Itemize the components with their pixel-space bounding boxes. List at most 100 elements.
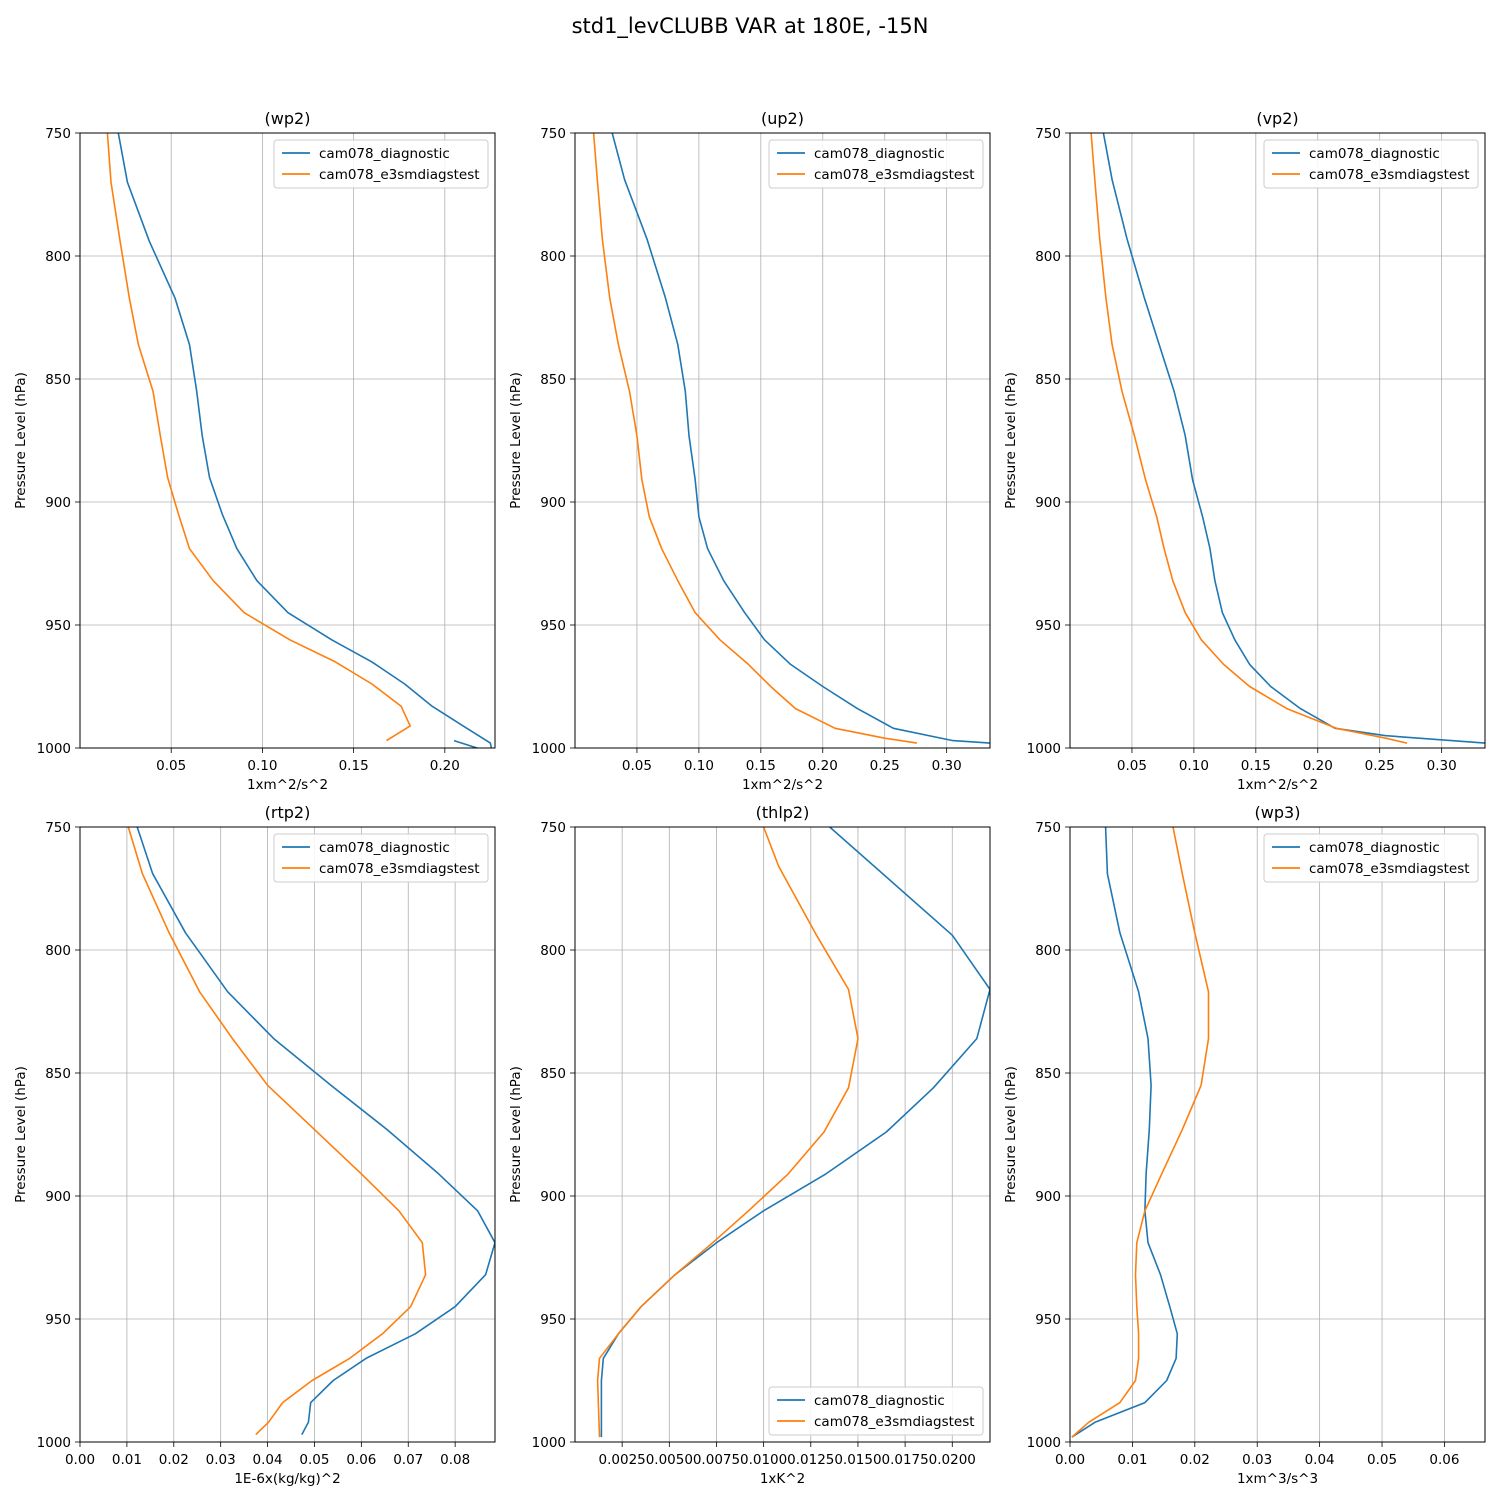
y-tick-label: 1000 bbox=[1027, 741, 1061, 757]
legend-label: cam078_e3smdiagstest bbox=[1309, 167, 1470, 183]
legend-label: cam078_diagnostic bbox=[814, 146, 945, 162]
series-line-cam078_diagnostic bbox=[1102, 133, 1485, 744]
y-tick-label: 850 bbox=[45, 372, 71, 388]
subplot-title: (wp3) bbox=[1255, 803, 1301, 822]
x-tick-label: 0.10 bbox=[247, 758, 277, 774]
axes-frame bbox=[1069, 132, 1486, 749]
legend-label: cam078_diagnostic bbox=[319, 840, 450, 856]
y-tick-label: 900 bbox=[540, 495, 566, 511]
legend-label: cam078_diagnostic bbox=[1309, 146, 1440, 162]
subplot-0: 0.05 0.10 0.15 0.20 750 800 850 900 950 1000 (wp2)… bbox=[13, 109, 496, 793]
x-tick-label: 0.0075 bbox=[693, 1452, 740, 1468]
x-tick-label: 0.06 bbox=[346, 1452, 376, 1468]
series-line-cam078_e3smdiagstest bbox=[106, 133, 412, 742]
legend-box bbox=[1263, 833, 1479, 883]
x-tick-label: 0.05 bbox=[1117, 758, 1147, 774]
series-line-cam078_diagnostic bbox=[136, 827, 495, 1435]
series-line-cam078_diagnostic bbox=[1071, 827, 1179, 1438]
legend: cam078_diagnostic cam078_e3smdiagstest bbox=[1263, 833, 1479, 883]
x-axis-label: 1xm^3/s^3 bbox=[1237, 1471, 1318, 1487]
x-tick-label: 0.25 bbox=[870, 758, 900, 774]
axes-frame bbox=[574, 132, 991, 749]
y-axis-label: Pressure Level (hPa) bbox=[508, 1066, 524, 1203]
x-tick-label: 0.10 bbox=[684, 758, 714, 774]
legend-label: cam078_e3smdiagstest bbox=[814, 167, 975, 183]
legend-label: cam078_diagnostic bbox=[1309, 840, 1440, 856]
x-tick-label: 0.04 bbox=[1305, 1452, 1335, 1468]
subplot-5: 0.00 0.01 0.02 0.03 0.04 0.05 0.06 750 800 850 900… bbox=[1003, 803, 1486, 1487]
y-tick-label: 850 bbox=[1035, 372, 1061, 388]
legend-label: cam078_e3smdiagstest bbox=[814, 1414, 975, 1430]
figure-title: std1_levCLUBB VAR at 180E, -15N bbox=[571, 14, 929, 38]
y-tick-label: 900 bbox=[45, 1189, 71, 1205]
series-line-cam078_e3smdiagstest bbox=[1090, 133, 1408, 744]
axes-frame bbox=[1069, 826, 1486, 1443]
y-tick-label: 750 bbox=[1035, 126, 1061, 142]
legend: cam078_diagnostic cam078_e3smdiagstest bbox=[1263, 139, 1479, 189]
x-tick-label: 0.00 bbox=[1055, 1452, 1085, 1468]
x-tick-label: 0.08 bbox=[440, 1452, 470, 1468]
series-line-cam078_e3smdiagstest bbox=[1071, 827, 1210, 1438]
x-tick-label: 0.00 bbox=[65, 1452, 95, 1468]
x-tick-label: 0.07 bbox=[393, 1452, 423, 1468]
y-tick-label: 1000 bbox=[532, 1435, 566, 1451]
x-tick-label: 0.20 bbox=[1303, 758, 1333, 774]
y-tick-label: 850 bbox=[540, 372, 566, 388]
x-tick-label: 0.03 bbox=[206, 1452, 236, 1468]
series-line-cam078_diagnostic bbox=[611, 133, 990, 744]
legend-box bbox=[1263, 139, 1479, 189]
axes-frame bbox=[79, 132, 496, 749]
y-tick-label: 1000 bbox=[37, 741, 71, 757]
y-tick-label: 800 bbox=[1035, 249, 1061, 265]
x-axis-label: 1xm^2/s^2 bbox=[247, 777, 328, 793]
legend-box bbox=[768, 139, 984, 189]
x-tick-label: 0.06 bbox=[1429, 1452, 1459, 1468]
x-tick-label: 0.05 bbox=[299, 1452, 329, 1468]
x-tick-label: 0.10 bbox=[1179, 758, 1209, 774]
x-tick-label: 0.30 bbox=[1427, 758, 1457, 774]
series-line-cam078_e3smdiagstest bbox=[127, 827, 427, 1436]
x-axis-label: 1xK^2 bbox=[760, 1471, 805, 1487]
y-tick-label: 800 bbox=[45, 943, 71, 959]
y-tick-label: 1000 bbox=[1027, 1435, 1061, 1451]
subplot-2: 0.05 0.10 0.15 0.20 0.25 0.30 750 800 850 900 950 1… bbox=[1003, 109, 1486, 793]
subplot-title: (thlp2) bbox=[756, 803, 810, 822]
x-tick-label: 0.03 bbox=[1242, 1452, 1272, 1468]
y-tick-label: 950 bbox=[45, 1312, 71, 1328]
subplot-title: (wp2) bbox=[265, 109, 311, 128]
x-tick-label: 0.02 bbox=[159, 1452, 189, 1468]
subplot-4: 0.0025 0.0050 0.0075 0.0100 0.0125 0.0150 0.01… bbox=[508, 803, 991, 1487]
y-axis-label: Pressure Level (hPa) bbox=[508, 372, 524, 509]
y-tick-label: 900 bbox=[1035, 1189, 1061, 1205]
legend-label: cam078_e3smdiagstest bbox=[1309, 861, 1470, 877]
y-tick-label: 850 bbox=[540, 1066, 566, 1082]
legend-label: cam078_diagnostic bbox=[319, 146, 450, 162]
y-tick-label: 900 bbox=[45, 495, 71, 511]
legend: cam078_diagnostic cam078_e3smdiagstest bbox=[273, 139, 489, 189]
legend-box bbox=[273, 139, 489, 189]
subplot-title: (vp2) bbox=[1256, 109, 1298, 128]
subplot-3: 0.00 0.01 0.02 0.03 0.04 0.05 0.06 0.07 0.08 750 8… bbox=[13, 803, 496, 1487]
axes-frame bbox=[79, 826, 496, 1443]
x-tick-label: 0.20 bbox=[808, 758, 838, 774]
y-tick-label: 1000 bbox=[37, 1435, 71, 1451]
y-tick-label: 750 bbox=[45, 820, 71, 836]
series-line-cam078_diagnostic bbox=[117, 133, 493, 748]
y-tick-label: 800 bbox=[1035, 943, 1061, 959]
y-tick-label: 750 bbox=[1035, 820, 1061, 836]
x-tick-label: 0.15 bbox=[746, 758, 776, 774]
y-tick-label: 950 bbox=[540, 618, 566, 634]
axes-frame bbox=[574, 826, 991, 1443]
y-tick-label: 950 bbox=[1035, 1312, 1061, 1328]
x-tick-label: 0.01 bbox=[112, 1452, 142, 1468]
legend-box bbox=[273, 833, 489, 883]
y-tick-label: 850 bbox=[1035, 1066, 1061, 1082]
y-tick-label: 800 bbox=[540, 943, 566, 959]
y-tick-label: 950 bbox=[540, 1312, 566, 1328]
series-line-cam078_e3smdiagstest bbox=[596, 827, 859, 1438]
legend: cam078_diagnostic cam078_e3smdiagstest bbox=[768, 1386, 984, 1436]
x-tick-label: 0.0050 bbox=[646, 1452, 693, 1468]
x-tick-label: 0.05 bbox=[622, 758, 652, 774]
y-axis-label: Pressure Level (hPa) bbox=[13, 1066, 29, 1203]
x-tick-label: 0.0025 bbox=[599, 1452, 646, 1468]
